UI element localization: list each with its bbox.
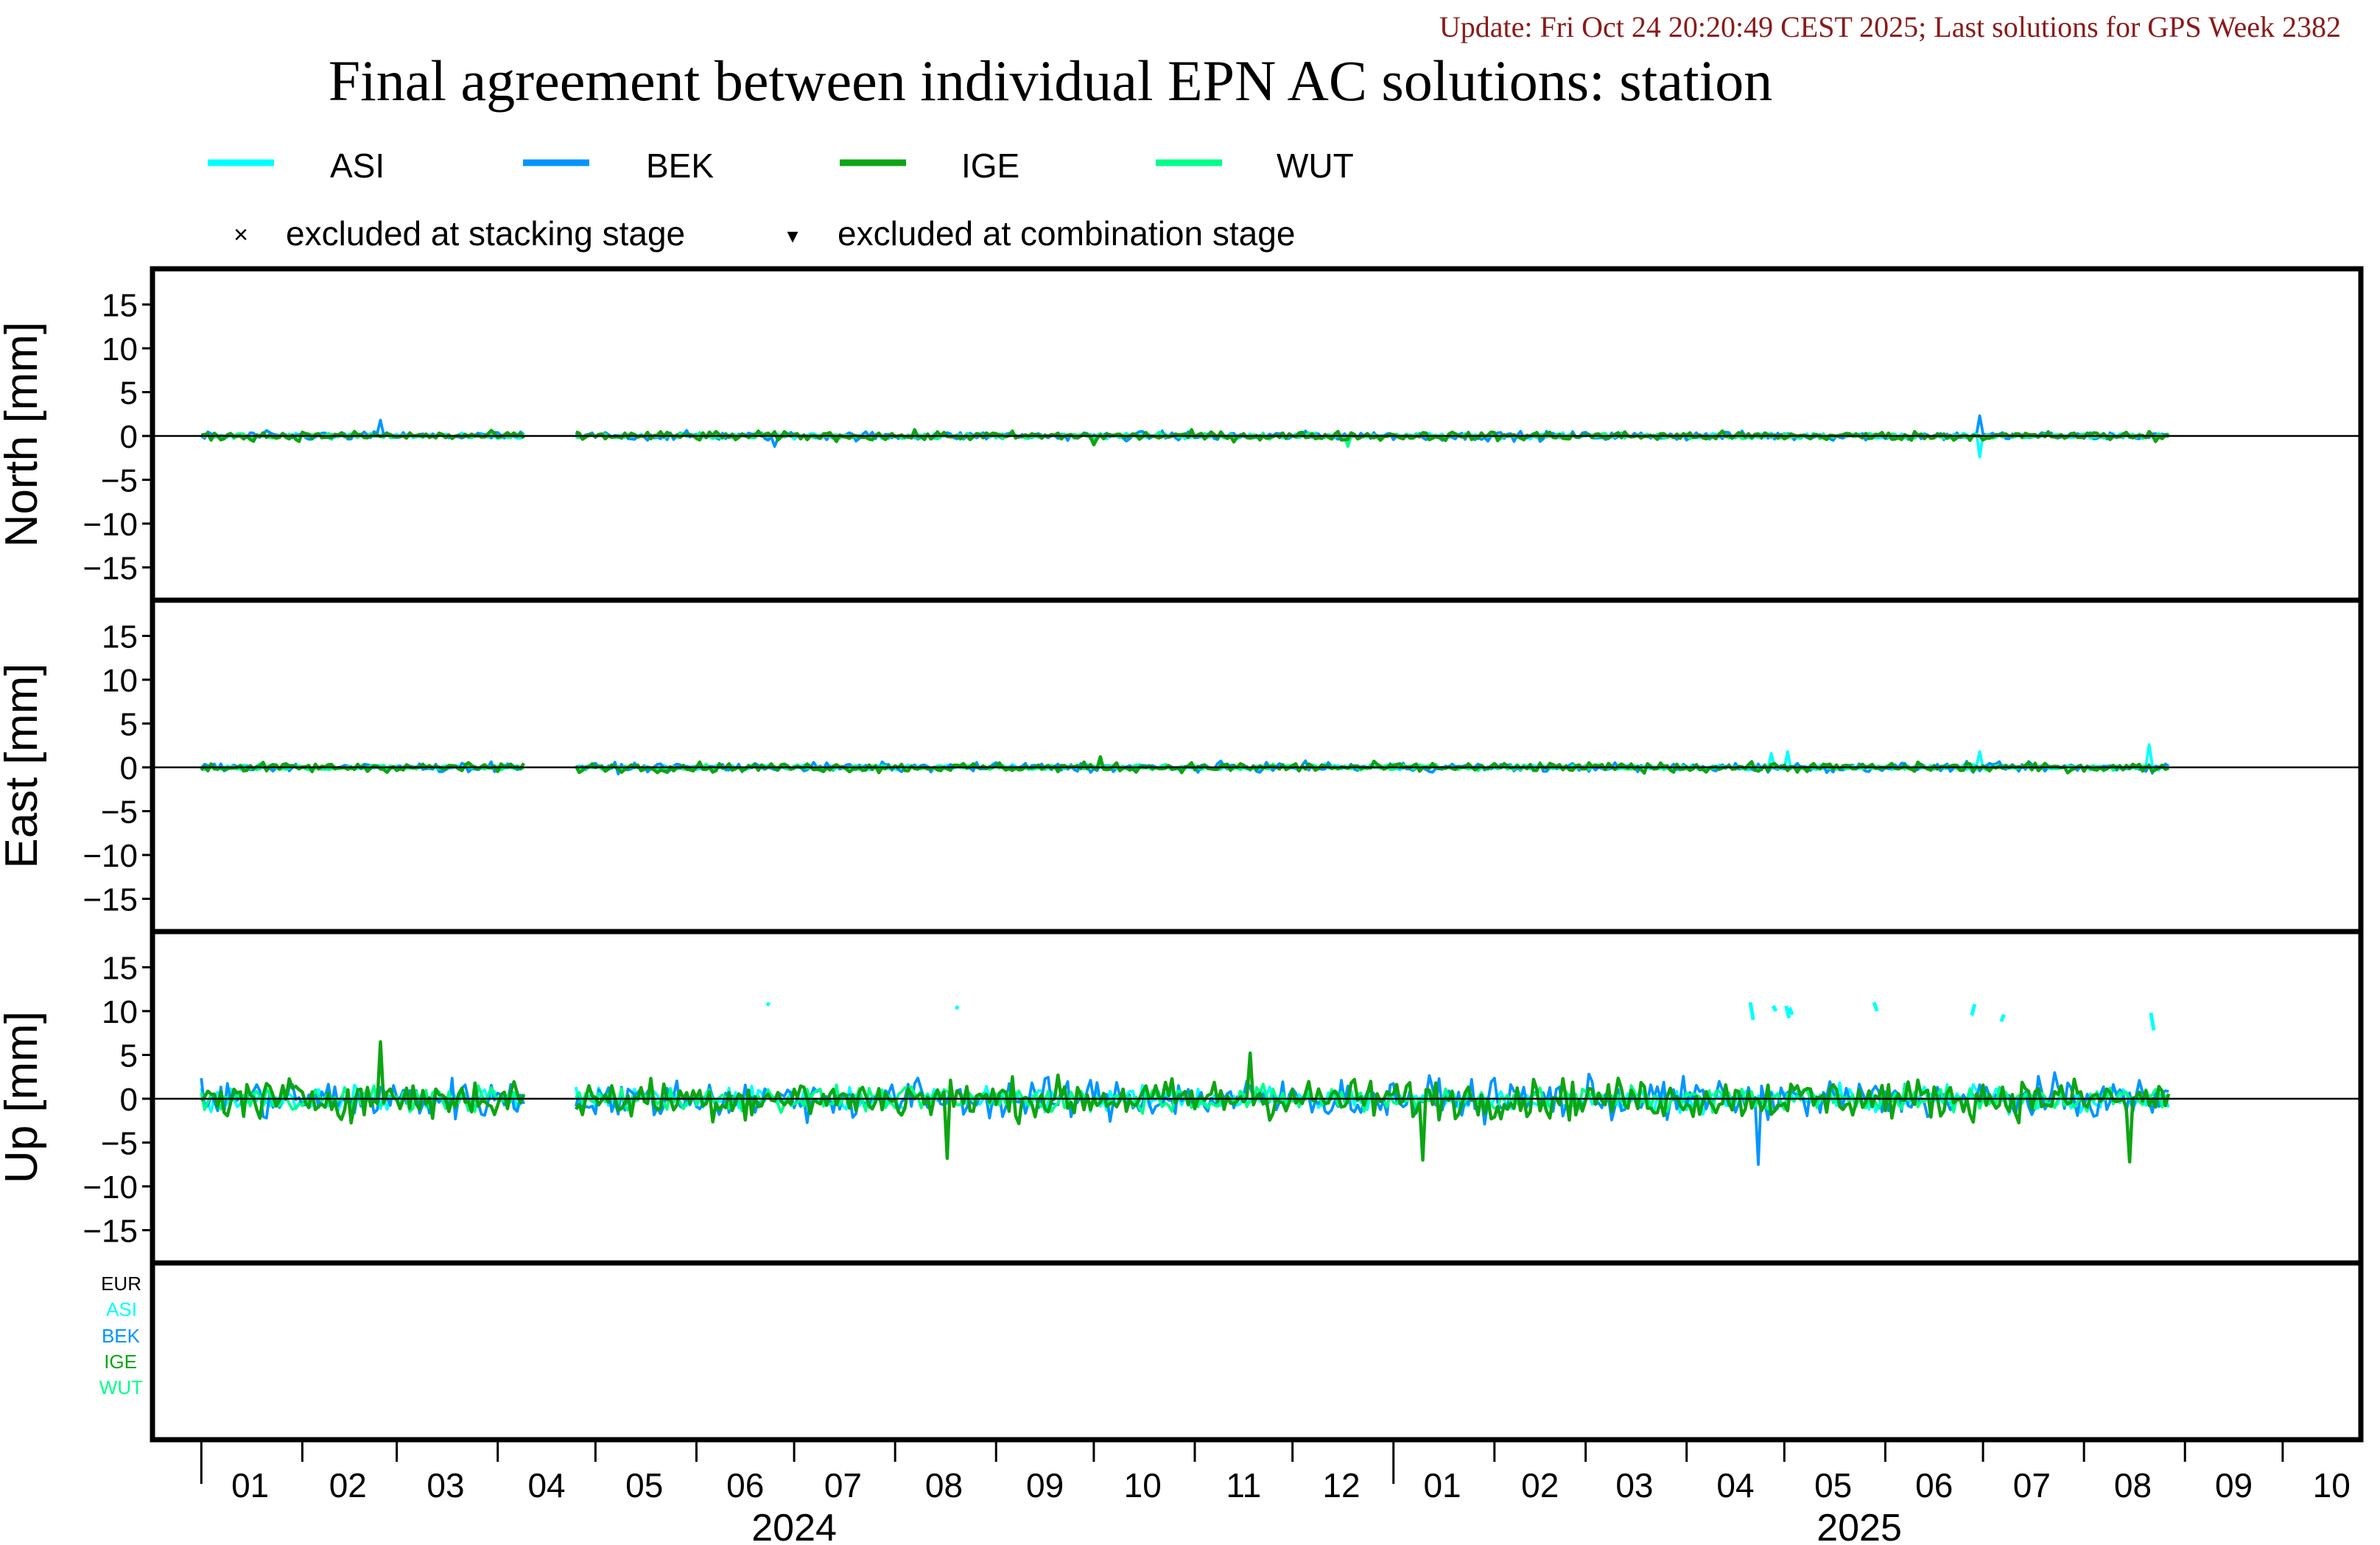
ytick-label: 10: [102, 663, 138, 699]
month-label: 02: [329, 1466, 367, 1504]
ylabel-east: East [mm]: [0, 663, 47, 868]
ytick-label: 10: [102, 331, 138, 367]
bottom-label-ige: IGE: [104, 1351, 137, 1373]
month-label: 01: [231, 1466, 269, 1504]
ytick-label: −10: [83, 507, 138, 543]
ylabel-up: Up [mm]: [0, 1011, 47, 1183]
legend-label-wut: WUT: [1277, 147, 1354, 185]
ytick-label: 0: [120, 1082, 138, 1118]
plot-panels: −15 −10 −5 0 5 10 15 North [mm] −15 −10 −5 0 5 10 15 Ea…: [0, 266, 2364, 1443]
legend: ASI BEK IGE WUT × excluded at stacking s…: [208, 147, 1354, 253]
ytick-label: −15: [83, 551, 138, 587]
ytick-label: 5: [120, 376, 138, 412]
bottom-panel-labels: EUR ASI BEK IGE WUT: [99, 1273, 143, 1398]
bottom-label-eur: EUR: [101, 1273, 141, 1295]
month-label: 08: [2114, 1466, 2152, 1504]
month-label: 01: [1423, 1466, 1461, 1504]
panel-east: −15 −10 −5 0 5 10 15 East [mm]: [0, 597, 2364, 935]
month-label: 08: [925, 1466, 963, 1504]
ytick-label: −5: [101, 1126, 138, 1162]
month-label: 04: [527, 1466, 565, 1504]
year-label: 2024: [751, 1507, 837, 1545]
month-label: 06: [726, 1466, 764, 1504]
outlier-asi: [1787, 1007, 1794, 1016]
panel-north: −15 −10 −5 0 5 10 15 North [mm]: [0, 266, 2364, 603]
month-label: 12: [1322, 1466, 1360, 1504]
combination-marker-label: excluded at combination stage: [838, 214, 1295, 253]
chart-title: Final agreement between individual EPN A…: [329, 49, 1773, 113]
time-axis: 01 02 03 04 05 06 07 08 09 10 11 12 01 02 03 04 05 06 07 08…: [200, 1440, 2351, 1545]
month-label: 11: [1226, 1466, 1261, 1504]
bottom-label-asi: ASI: [106, 1298, 137, 1320]
month-label: 06: [1915, 1466, 1953, 1504]
legend-item-ige: IGE: [840, 147, 1019, 185]
ytick-label: 0: [120, 750, 138, 786]
outlier-asi: [1970, 1003, 1977, 1016]
outlier-asi: [954, 1004, 960, 1010]
month-label: 10: [1124, 1466, 1162, 1504]
legend-item-bek: BEK: [523, 147, 714, 185]
legend-item-asi: ASI: [208, 147, 385, 185]
outlier-asi: [1771, 1004, 1778, 1013]
update-text: Update: Fri Oct 24 20:20:49 CEST 2025; L…: [1439, 10, 2341, 43]
year-label: 2025: [1816, 1507, 1902, 1545]
outlier-asi: [1784, 1005, 1791, 1019]
ytick-label: 5: [120, 1038, 138, 1074]
ytick-label: 5: [120, 707, 138, 743]
stacking-marker-label: excluded at stacking stage: [286, 214, 685, 253]
ytick-label: −5: [101, 463, 138, 499]
legend-label-asi: ASI: [330, 147, 385, 185]
month-label: 05: [625, 1466, 663, 1504]
month-label: 07: [824, 1466, 862, 1504]
series-line-bek-north: [200, 414, 2169, 448]
ytick-label: 15: [102, 288, 138, 324]
ytick-label: −15: [83, 1214, 138, 1250]
combination-marker-icon: ▾: [787, 224, 798, 248]
bottom-label-wut: WUT: [99, 1376, 143, 1398]
month-label: 09: [2215, 1466, 2253, 1504]
ytick-label: −10: [83, 838, 138, 874]
bottom-label-bek: BEK: [102, 1325, 141, 1347]
ytick-label: 10: [102, 994, 138, 1030]
month-label: 03: [426, 1466, 464, 1504]
legend-label-bek: BEK: [646, 147, 714, 185]
month-label: 04: [1716, 1466, 1754, 1504]
month-label: 09: [1026, 1466, 1064, 1504]
legend-item-wut: WUT: [1156, 147, 1354, 185]
ytick-label: 0: [120, 419, 138, 455]
outlier-asi: [1872, 1002, 1879, 1012]
panel-up: −15 −10 −5 0 5 10 15 Up [mm]: [0, 929, 2364, 1266]
month-label: 07: [2013, 1466, 2051, 1504]
series-line-bek-up: [200, 1071, 2169, 1166]
month-label: 10: [2313, 1466, 2351, 1504]
ytick-label: −10: [83, 1169, 138, 1206]
stacking-marker-icon: ×: [234, 221, 248, 249]
outlier-asi: [1748, 1002, 1755, 1021]
legend-label-ige: IGE: [961, 147, 1019, 185]
outlier-asi: [2149, 1012, 2156, 1031]
ytick-label: −5: [101, 795, 138, 831]
month-label: 05: [1814, 1466, 1852, 1504]
outlier-asi: [765, 1002, 771, 1007]
ytick-label: 15: [102, 619, 138, 655]
series-line-ige-east: [200, 755, 2169, 775]
panel-frame-bottom: [150, 1260, 2364, 1443]
outlier-asi: [1999, 1013, 2006, 1023]
ytick-label: 15: [102, 951, 138, 987]
ylabel-north: North [mm]: [0, 322, 47, 548]
month-label: 02: [1521, 1466, 1559, 1504]
series-line-ige-up: [200, 1040, 2171, 1164]
month-label: 03: [1615, 1466, 1653, 1504]
ytick-label: −15: [83, 882, 138, 918]
